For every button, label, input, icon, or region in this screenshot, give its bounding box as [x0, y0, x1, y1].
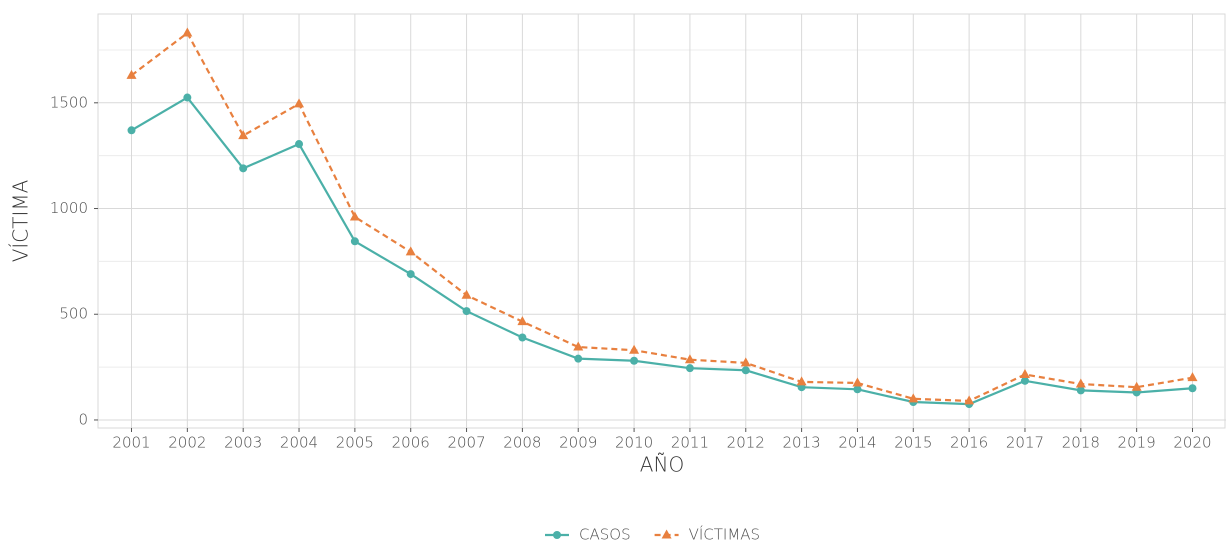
x-tick-label: 2013: [783, 434, 821, 452]
x-tick-label: 2008: [503, 434, 541, 452]
point: [294, 98, 305, 108]
point: [461, 289, 472, 299]
x-tick-label: 2004: [280, 434, 318, 452]
point: [405, 246, 416, 256]
point: [126, 69, 137, 79]
series-line: [130, 31, 1193, 403]
point: [462, 307, 471, 316]
point: [1188, 384, 1197, 393]
x-tick-label: 2014: [838, 434, 876, 452]
point: [741, 366, 750, 375]
x-tick-label: 2007: [447, 434, 485, 452]
point: [1076, 386, 1085, 395]
x-tick-label: 2006: [392, 434, 430, 452]
point: [964, 395, 975, 405]
point: [1075, 378, 1086, 388]
y-tick-label: 1500: [50, 93, 88, 111]
point: [629, 344, 640, 354]
point: [1131, 381, 1142, 391]
x-tick-label: 2016: [950, 434, 988, 452]
y-tick-label: 0: [78, 410, 88, 428]
point: [852, 377, 863, 387]
point: [685, 364, 694, 373]
legend-marker: [553, 531, 561, 539]
point: [740, 357, 751, 367]
point: [684, 354, 695, 364]
point: [796, 376, 807, 386]
x-tick-label: 2017: [1006, 434, 1044, 452]
point: [853, 385, 862, 394]
point: [238, 130, 249, 140]
x-tick-label: 2009: [559, 434, 597, 452]
x-tick-label: 2010: [615, 434, 653, 452]
y-axis-title: VÍCTIMA: [9, 179, 33, 262]
point: [349, 211, 360, 221]
x-tick-label: 2012: [727, 434, 765, 452]
y-tick-label: 1000: [50, 199, 88, 217]
point: [295, 140, 304, 149]
x-tick-label: 2019: [1118, 434, 1156, 452]
point: [1019, 369, 1030, 379]
x-axis-title: AÑO: [640, 453, 684, 477]
point: [183, 93, 192, 102]
point: [127, 126, 136, 135]
point: [573, 341, 584, 351]
series-line: [130, 96, 1193, 406]
point: [182, 27, 193, 37]
point: [350, 237, 359, 246]
legend-marker: [661, 529, 672, 539]
x-tick-label: 2002: [168, 434, 206, 452]
point: [1020, 376, 1029, 385]
point: [574, 354, 583, 363]
point: [517, 316, 528, 326]
point: [239, 164, 248, 173]
legend-label: CASOS: [579, 526, 631, 543]
x-tick-label: 2001: [112, 434, 150, 452]
point: [1187, 372, 1198, 382]
x-tick-label: 2015: [894, 434, 932, 452]
y-tick-label: 500: [59, 305, 88, 323]
x-tick-label: 2005: [336, 434, 374, 452]
plot-border: [97, 13, 1226, 429]
x-tick-label: 2018: [1062, 434, 1100, 452]
point: [518, 333, 527, 342]
x-tick-label: 2020: [1173, 434, 1211, 452]
x-tick-label: 2011: [671, 434, 709, 452]
x-tick-label: 2003: [224, 434, 262, 452]
legend-label: VÍCTIMAS: [689, 525, 760, 543]
point: [630, 356, 639, 365]
point: [908, 393, 919, 403]
point: [406, 270, 415, 279]
